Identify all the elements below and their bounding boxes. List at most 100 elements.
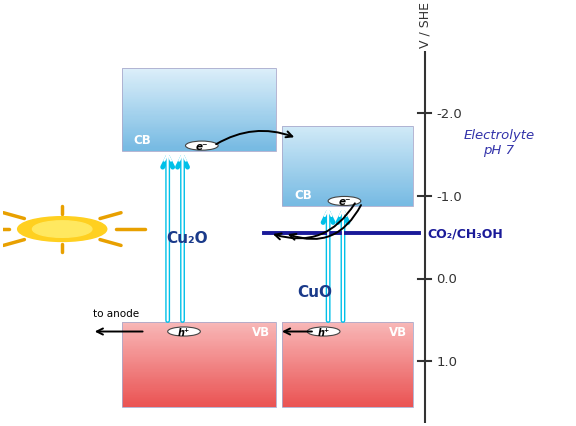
Bar [122,147,276,148]
Bar [122,105,276,106]
Bar [122,145,276,146]
Bar [122,138,276,139]
Bar [122,364,276,366]
Bar [122,376,276,377]
Bar [122,361,276,362]
Bar [282,356,413,357]
Bar [282,394,413,395]
Bar [282,132,413,133]
Bar [122,366,276,368]
Bar [282,371,413,372]
Bar [282,329,413,330]
Bar [122,351,276,353]
Bar [122,129,276,130]
Bar [122,77,276,78]
Bar [282,337,413,338]
Bar [122,378,276,379]
Text: to anode: to anode [93,308,139,319]
Bar [282,170,413,172]
Bar [122,339,276,340]
Bar [122,377,276,378]
Bar [122,146,276,147]
Bar [282,326,413,327]
Bar [282,322,413,407]
Bar [282,346,413,347]
Bar [122,103,276,104]
Text: Electrolyte
pH 7: Electrolyte pH 7 [463,129,535,157]
Text: -2.0: -2.0 [437,108,463,121]
Bar [282,353,413,354]
Bar [282,133,413,135]
Bar [282,338,413,339]
Bar [282,331,413,332]
Bar [282,357,413,358]
Bar [122,143,276,144]
Bar [122,81,276,82]
Bar [122,344,276,345]
Bar [122,372,276,373]
Bar [122,127,276,129]
Bar [282,403,413,405]
Bar [282,161,413,162]
Bar [122,78,276,79]
Bar [282,196,413,198]
Bar [282,127,413,129]
Bar [122,384,276,386]
Bar [282,393,413,394]
Bar [282,375,413,376]
Bar [282,341,413,342]
Bar [122,90,276,92]
Bar [282,325,413,326]
Bar [282,384,413,386]
Bar [122,392,276,393]
Bar [282,334,413,336]
Text: VB: VB [389,325,407,338]
Text: VB: VB [252,325,270,338]
Bar [122,358,276,359]
Bar [122,331,276,332]
Bar [282,323,413,324]
Bar [282,199,413,201]
Bar [282,339,413,340]
Bar [122,348,276,349]
Bar [122,394,276,395]
Bar [122,340,276,341]
Bar [122,400,276,401]
Bar [282,146,413,147]
Bar [282,152,413,153]
Bar [122,124,276,126]
Bar [282,361,413,362]
Bar [282,389,413,390]
Bar [282,129,413,130]
Bar [122,99,276,100]
Bar [282,139,413,141]
Bar [282,370,413,371]
Bar [122,343,276,344]
Bar [122,83,276,84]
Circle shape [328,197,361,206]
Bar [282,399,413,400]
Bar [122,393,276,394]
Bar [122,109,276,110]
Bar [122,354,276,355]
Bar [282,396,413,397]
Text: 1.0: 1.0 [437,355,457,368]
Bar [282,162,413,164]
Bar [122,341,276,342]
Bar [122,69,276,151]
Bar [122,73,276,74]
Bar [122,75,276,76]
Bar [122,329,276,330]
Bar [122,326,276,327]
Bar [282,395,413,396]
Bar [122,102,276,103]
Bar [282,153,413,155]
Bar [122,118,276,119]
Bar [122,357,276,358]
Bar [122,113,276,114]
Bar [122,403,276,405]
Bar [282,187,413,188]
Bar [122,117,276,118]
Bar [122,325,276,326]
Bar [122,396,276,397]
